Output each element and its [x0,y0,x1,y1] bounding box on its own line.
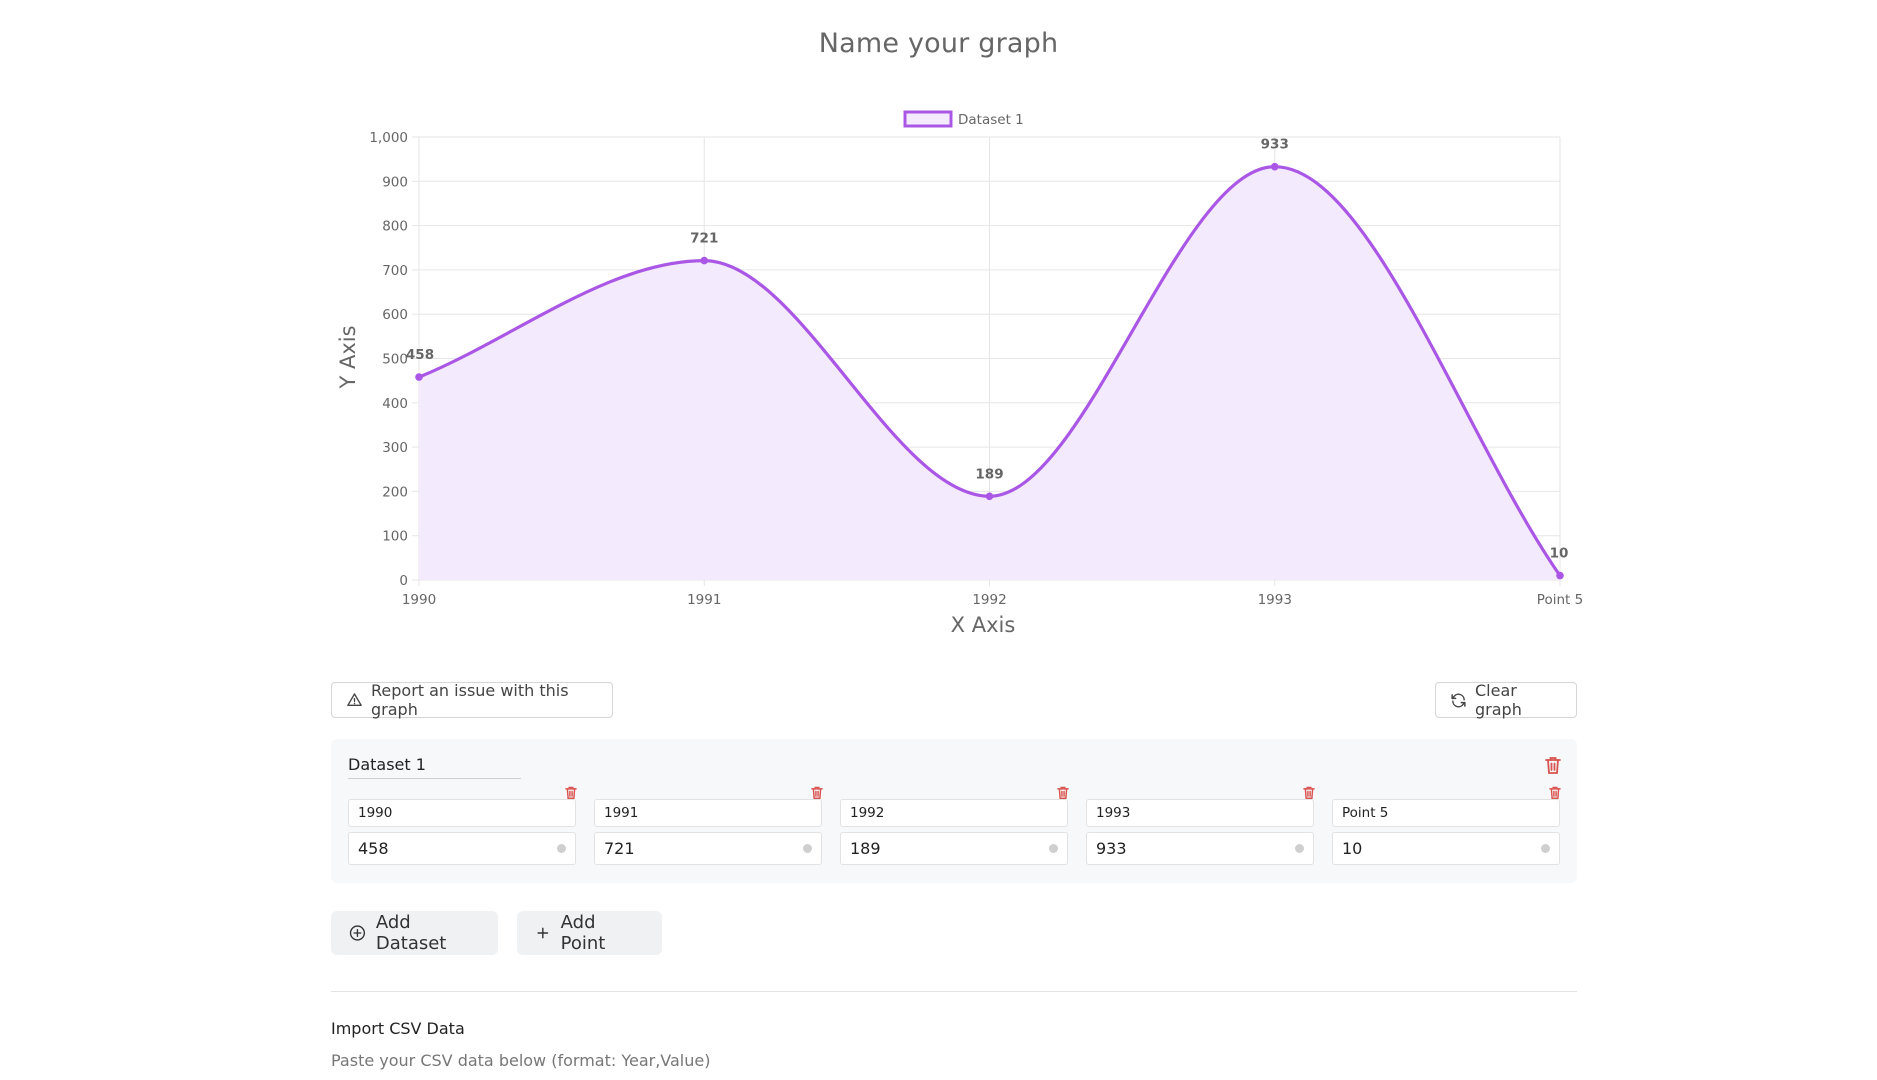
report-issue-label: Report an issue with this graph [371,681,569,719]
y-tick-label: 0 [399,573,408,589]
color-dot[interactable] [557,844,566,853]
data-point-marker [1556,571,1564,580]
series-area [419,166,1560,580]
point-value-input[interactable]: 189 [840,832,1068,865]
point-value-input[interactable]: 721 [594,832,822,865]
legend-swatch [903,110,953,128]
data-label: 189 [975,466,1003,482]
y-tick-label: 500 [382,352,408,368]
trash-icon[interactable] [1303,786,1315,799]
section-divider [331,991,1577,992]
x-tick-label: 1992 [972,592,1006,608]
data-point: 1991 721 [594,786,823,865]
data-point-marker [700,256,709,265]
data-point-marker [1270,162,1279,171]
x-axis-label: X Axis [951,613,1016,637]
trash-icon[interactable] [1057,786,1069,799]
add-dataset-button[interactable]: Add Dataset [331,911,498,955]
data-label: 721 [690,231,718,247]
trash-icon[interactable] [811,786,823,799]
color-dot[interactable] [1541,844,1550,853]
line-chart: 458 721 189 933 10 0 100 200 300 400 500 600 700 800… [336,110,1583,637]
data-point: 1992 189 [840,786,1069,865]
data-label: 933 [1261,137,1289,153]
y-tick-label: 100 [382,529,408,545]
add-point-button[interactable]: Add Point [517,911,662,955]
point-label-input[interactable]: 1993 [1086,799,1314,827]
csv-import-title: Import CSV Data [331,1019,465,1038]
dataset-name-input[interactable]: Dataset 1 [348,752,521,779]
data-point: 1993 933 [1086,786,1315,865]
plus-circle-icon [349,925,366,941]
point-label-input[interactable]: 1990 [348,799,576,827]
data-point-marker [985,492,994,501]
y-tick-label: 900 [382,174,408,190]
x-tick-label: 1990 [402,592,436,608]
point-value-input[interactable]: 458 [348,832,576,865]
report-issue-button[interactable]: Report an issue with this graph [331,681,613,719]
color-dot[interactable] [803,844,812,853]
y-tick-label: 400 [382,396,408,412]
point-label-input[interactable]: 1991 [594,799,822,827]
legend-label: Dataset 1 [958,112,1024,128]
warning-icon [347,693,362,706]
chart-title: Name your graph [818,28,1059,59]
clear-graph-label: Clear graph [1475,681,1522,719]
point-label-input[interactable]: Point 5 [1332,799,1560,827]
x-tick-label: Point 5 [1537,592,1583,608]
clear-graph-button[interactable]: Clear graph [1435,681,1577,719]
y-tick-label: 1,000 [369,130,408,146]
y-tick-label: 200 [382,484,408,500]
add-dataset-label: Add Dataset [375,912,447,954]
add-point-label: Add Point [560,912,606,954]
y-tick-label: 300 [382,440,408,456]
y-axis-label: Y Axis [336,325,360,389]
y-tick-label: 600 [382,307,408,323]
color-dot[interactable] [1049,844,1058,853]
y-tick-label: 700 [382,263,408,279]
y-tick-label: 800 [382,219,408,235]
color-dot[interactable] [1295,844,1304,853]
series-line [418,165,1562,577]
point-value-input[interactable]: 933 [1086,832,1314,865]
trash-icon[interactable] [565,786,577,799]
x-tick-label: 1991 [687,592,721,608]
plus-icon [537,927,549,939]
dataset-card: Dataset 1 1990 458 1991 721 1992 189 199… [331,739,1577,883]
refresh-icon [1451,693,1466,707]
data-point: Point 5 10 [1332,786,1561,865]
csv-import-hint: Paste your CSV data below (format: Year,… [331,1051,711,1070]
x-tick-label: 1993 [1258,592,1292,608]
point-label-input[interactable]: 1992 [840,799,1068,827]
data-point-marker [415,373,423,381]
data-label: 10 [1550,546,1569,562]
point-value-input[interactable]: 10 [1332,832,1560,865]
data-label: 458 [406,347,434,363]
data-point: 1990 458 [348,786,577,865]
trash-icon[interactable] [1545,756,1561,774]
trash-icon[interactable] [1549,786,1561,799]
